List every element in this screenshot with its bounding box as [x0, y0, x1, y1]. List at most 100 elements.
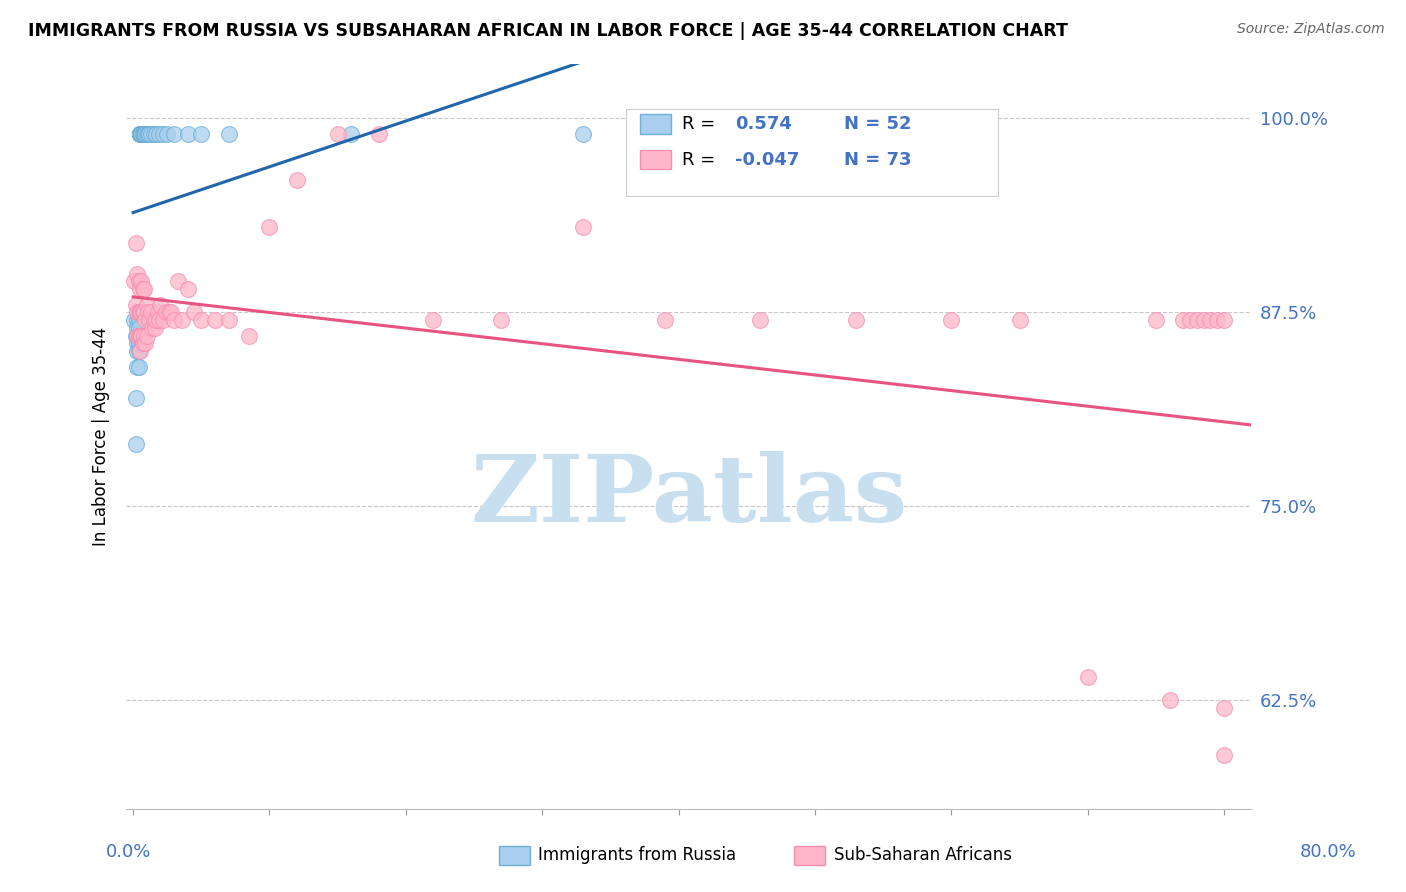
- Point: [128, 344, 150, 359]
- Point: [340, 127, 363, 141]
- Point: [204, 313, 226, 327]
- Point: [149, 297, 172, 311]
- Point: [160, 305, 183, 319]
- Text: R =: R =: [682, 115, 716, 133]
- Point: [1008, 313, 1031, 327]
- Point: [143, 321, 166, 335]
- Point: [127, 328, 149, 343]
- Point: [125, 328, 148, 343]
- Point: [124, 313, 146, 327]
- Point: [129, 328, 152, 343]
- Y-axis label: In Labor Force | Age 35-44: In Labor Force | Age 35-44: [93, 327, 110, 546]
- Point: [131, 127, 153, 141]
- Point: [132, 127, 155, 141]
- Point: [131, 282, 153, 296]
- Point: [139, 305, 162, 319]
- Point: [139, 127, 162, 141]
- Point: [127, 359, 149, 374]
- Point: [129, 127, 152, 141]
- Point: [128, 313, 150, 327]
- Point: [135, 127, 157, 141]
- Point: [238, 328, 260, 343]
- Point: [131, 127, 153, 141]
- Point: [146, 305, 169, 319]
- Point: [134, 313, 156, 327]
- Point: [176, 282, 198, 296]
- Point: [135, 328, 157, 343]
- Point: [128, 313, 150, 327]
- Point: [1213, 313, 1236, 327]
- Point: [136, 305, 159, 319]
- Point: [127, 313, 149, 327]
- Point: [749, 313, 772, 327]
- Point: [129, 344, 152, 359]
- Point: [131, 305, 153, 319]
- Point: [259, 220, 281, 235]
- Point: [132, 328, 155, 343]
- Text: -0.047: -0.047: [735, 151, 800, 169]
- Point: [1213, 747, 1236, 762]
- Point: [157, 305, 180, 319]
- Point: [491, 313, 513, 327]
- Point: [129, 127, 152, 141]
- Point: [285, 173, 308, 187]
- Point: [1192, 313, 1215, 327]
- Point: [572, 127, 595, 141]
- Point: [129, 305, 152, 319]
- Point: [129, 127, 152, 141]
- Point: [141, 321, 163, 335]
- Point: [127, 336, 149, 351]
- Point: [128, 321, 150, 335]
- Point: [172, 313, 194, 327]
- Point: [131, 127, 153, 141]
- Point: [138, 127, 160, 141]
- Point: [127, 344, 149, 359]
- Point: [367, 127, 389, 141]
- Point: [127, 321, 149, 335]
- Point: [142, 313, 165, 327]
- Point: [132, 127, 155, 141]
- Point: [136, 127, 159, 141]
- Point: [138, 313, 160, 327]
- Point: [1206, 313, 1229, 327]
- Point: [167, 274, 190, 288]
- Point: [124, 274, 146, 288]
- Text: 0.574: 0.574: [735, 115, 792, 133]
- Text: Source: ZipAtlas.com: Source: ZipAtlas.com: [1237, 22, 1385, 37]
- Text: IMMIGRANTS FROM RUSSIA VS SUBSAHARAN AFRICAN IN LABOR FORCE | AGE 35-44 CORRELAT: IMMIGRANTS FROM RUSSIA VS SUBSAHARAN AFR…: [28, 22, 1069, 40]
- Point: [218, 313, 240, 327]
- Point: [152, 127, 174, 141]
- Point: [129, 282, 152, 296]
- Point: [131, 127, 153, 141]
- Point: [132, 305, 155, 319]
- Point: [1213, 701, 1236, 715]
- Text: Sub-Saharan Africans: Sub-Saharan Africans: [834, 847, 1012, 864]
- Point: [1159, 693, 1181, 707]
- Point: [134, 127, 156, 141]
- Text: 0.0%: 0.0%: [105, 843, 150, 861]
- Point: [128, 274, 150, 288]
- Point: [654, 313, 676, 327]
- Point: [148, 313, 170, 327]
- Point: [131, 305, 153, 319]
- Point: [127, 305, 149, 319]
- Point: [176, 127, 198, 141]
- Point: [422, 313, 444, 327]
- Point: [129, 127, 152, 141]
- Point: [129, 127, 152, 141]
- Point: [845, 313, 868, 327]
- Point: [131, 336, 153, 351]
- Point: [128, 305, 150, 319]
- Point: [129, 127, 152, 141]
- Point: [155, 305, 177, 319]
- Point: [1173, 313, 1195, 327]
- Point: [134, 127, 156, 141]
- Point: [1077, 670, 1099, 684]
- Point: [134, 336, 156, 351]
- Point: [131, 127, 153, 141]
- Point: [128, 328, 150, 343]
- Point: [125, 235, 148, 250]
- Point: [128, 328, 150, 343]
- Text: N = 73: N = 73: [844, 151, 911, 169]
- Point: [125, 391, 148, 405]
